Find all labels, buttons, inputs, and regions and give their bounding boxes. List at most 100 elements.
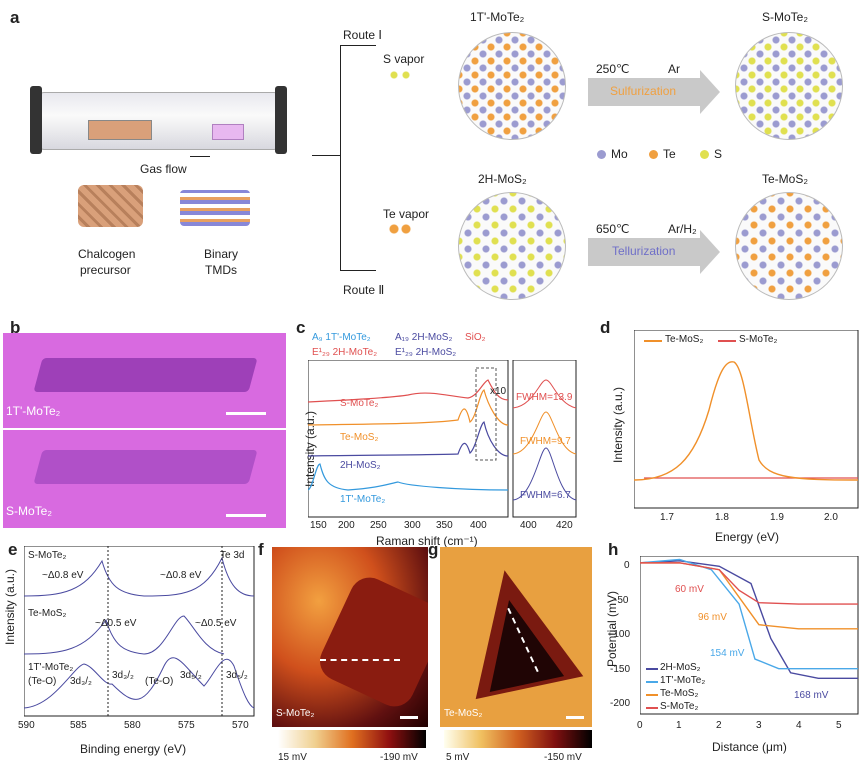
h-xtick-5: 5 — [836, 720, 842, 731]
te-legend-text: Te — [663, 147, 676, 161]
d-pl-plot — [634, 330, 859, 509]
c-curve-s-mote2 — [308, 379, 509, 403]
te-vapor-dots — [388, 224, 412, 234]
chalcogen-pile — [78, 185, 143, 227]
mote2-1t-lattice — [458, 32, 566, 140]
h-line-0 — [640, 560, 858, 679]
binary-tmd-stack — [180, 190, 250, 226]
panel-d-label: d — [600, 318, 611, 337]
h-annot-2: 96 mV — [698, 612, 727, 623]
h-legend-3: Te-MoS₂ — [660, 688, 699, 699]
h-line-1 — [640, 558, 858, 670]
e-3d32-a: 3d₃/₂ — [70, 676, 92, 687]
f-cmax: -190 mV — [380, 752, 418, 763]
scale-bar-top — [226, 412, 266, 415]
optical-image-bottom — [3, 430, 286, 528]
s-vapor-label: S vapor — [383, 52, 425, 66]
d-legend-line-1 — [644, 340, 662, 342]
d-legend-line-2 — [718, 340, 736, 342]
h-series — [640, 558, 858, 679]
d-xtick-3: 1.9 — [770, 512, 784, 523]
c-inset-frame — [512, 360, 577, 518]
s-legend-dot — [700, 150, 709, 159]
c-xtick-400: 400 — [470, 520, 487, 531]
h-annot-3: 154 mV — [710, 648, 745, 659]
panel-g-label: g — [428, 540, 439, 559]
tube-flange-right — [275, 86, 287, 154]
mo-legend-dot — [597, 150, 606, 159]
h-xtick-1: 1 — [676, 720, 682, 731]
s-mote2-title: S-MoTe₂ — [762, 10, 809, 24]
d-xtick-4: 2.0 — [824, 512, 838, 523]
chalcogen-label-1: Chalcogen — [78, 247, 136, 261]
route-bracket-bottom — [340, 270, 376, 271]
panel-a-label: a — [10, 8, 20, 27]
binary-label-2: TMDs — [205, 263, 237, 277]
e-3d32-b: 3d₃/₂ — [112, 670, 134, 681]
route-1-label: Route Ⅰ — [343, 28, 382, 42]
h-line-3 — [640, 562, 858, 605]
c-legend-1: A₉ 1T'-MoTe₂ — [312, 332, 371, 343]
c-curve-label-4: 1T'-MoTe₂ — [340, 494, 386, 505]
c-fwhm-1: FWHM=13.9 — [516, 392, 573, 403]
d-legend-1: Te-MoS₂ — [665, 334, 704, 345]
d-xlabel: Energy (eV) — [715, 530, 780, 544]
te-mos2-title: Te-MoS₂ — [762, 172, 809, 186]
tellurization-arrow — [588, 238, 700, 266]
e-xtick-2: 585 — [70, 720, 87, 731]
c-curve-label-2: Te-MoS₂ — [340, 432, 379, 443]
flake-top — [33, 358, 258, 392]
c-curve-te-mos2 — [308, 389, 509, 426]
e-xtick-3: 580 — [124, 720, 141, 731]
e-delta-2: ~Δ0.8 eV — [160, 570, 202, 581]
panel-f-label: f — [258, 540, 264, 559]
panel-b-label: b — [10, 318, 21, 337]
e-mote2: 1T'-MoTe₂ — [28, 662, 74, 673]
route-bracket-vert — [340, 45, 341, 270]
e-delta-4: ~Δ0.5 eV — [195, 618, 237, 629]
chalcogen-label-2: precursor — [80, 263, 131, 277]
g-tag: Te-MoS₂ — [444, 708, 483, 719]
c-fwhm-2: FWHM=9.7 — [520, 436, 571, 447]
c-legend-5: E¹₂₉ 2H-MoS₂ — [395, 347, 457, 358]
c-xtick-150: 150 — [310, 520, 327, 531]
s-mote2-lattice — [735, 32, 843, 140]
c-legend-2: A₁₉ 2H-MoS₂ — [395, 332, 453, 343]
c-inset-curve-2 — [512, 411, 577, 455]
c-curve-label-3: 2H-MoS₂ — [340, 460, 381, 471]
d-xtick-1: 1.7 — [660, 512, 674, 523]
c-curve-label-1: S-MoTe₂ — [340, 398, 379, 409]
h-xtick-4: 4 — [796, 720, 802, 731]
f-cmin: 15 mV — [278, 752, 307, 763]
h-ytick-3: -100 — [610, 629, 631, 640]
mos2-2h-lattice — [458, 192, 566, 300]
te-mos2-lattice — [735, 192, 843, 300]
e-xtick-1: 590 — [18, 720, 35, 731]
kpfm-map-f — [272, 547, 428, 727]
gas-flow-text: Gas flow — [140, 162, 187, 176]
c-fwhm-3: FWHM=6.7 — [520, 490, 571, 501]
c-zoom-box — [475, 367, 497, 461]
precursor-boat — [88, 120, 152, 140]
c-xlabel: Raman shift (cm⁻¹) — [376, 534, 478, 548]
f-tag: S-MoTe₂ — [276, 708, 315, 719]
c-legend-4: E¹₂₉ 2H-MoTe₂ — [312, 347, 378, 358]
scale-bar-bottom — [226, 514, 266, 517]
e-xtick-5: 570 — [232, 720, 249, 731]
mo-legend-text: Mo — [611, 147, 628, 161]
e-teo-2: (Te-O) — [145, 676, 174, 687]
mote2-1t-title: 1T'-MoTe₂ — [470, 10, 525, 24]
route-2-label: Route Ⅱ — [343, 283, 385, 297]
c-curve-1t-mote2 — [308, 463, 509, 491]
e-xlabel: Binding energy (eV) — [80, 742, 187, 756]
e-3d52-b: 3d₅/₂ — [226, 670, 248, 681]
c-curve-2h-mos2 — [308, 421, 509, 457]
binary-label-1: Binary — [204, 247, 239, 261]
panel-e-label: e — [8, 540, 18, 559]
h-annot-4: 168 mV — [794, 690, 829, 701]
c-inset-curve-1 — [512, 379, 577, 409]
f-colorbar — [278, 730, 426, 748]
mos2-2h-title: 2H-MoS₂ — [478, 172, 527, 186]
h-legend-1: 2H-MoS₂ — [660, 662, 701, 673]
te-legend-dot — [649, 150, 658, 159]
